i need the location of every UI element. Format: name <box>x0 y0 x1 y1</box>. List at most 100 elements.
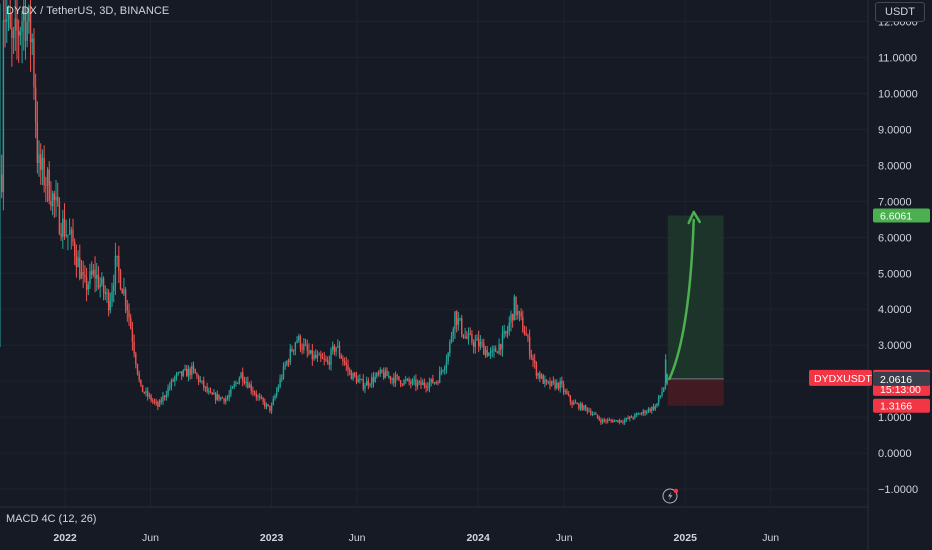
candle <box>581 402 583 411</box>
candle-body <box>659 395 662 397</box>
candle <box>466 331 468 340</box>
candle <box>598 415 600 422</box>
candle <box>518 310 521 322</box>
candle-body <box>420 381 422 386</box>
candle-body <box>219 397 222 400</box>
candle <box>267 404 269 407</box>
candle <box>194 368 196 374</box>
candle <box>275 387 278 399</box>
target-zone <box>667 215 724 379</box>
candle <box>377 370 380 377</box>
candle-body <box>369 384 371 386</box>
candle <box>21 10 23 64</box>
candle-body <box>651 406 653 412</box>
candle-body <box>595 413 597 415</box>
candle <box>299 334 302 353</box>
candle <box>2 0 5 211</box>
candle-body <box>153 401 156 403</box>
candle-body <box>403 380 405 385</box>
candle <box>618 418 621 425</box>
candle-body <box>252 390 254 393</box>
candle <box>182 369 185 378</box>
candle-body <box>235 382 237 385</box>
candle <box>345 356 347 372</box>
candle <box>99 277 101 298</box>
candle <box>233 380 235 389</box>
candle-body <box>347 364 349 370</box>
candle <box>421 379 424 386</box>
lightning-icon[interactable] <box>662 488 679 504</box>
candle-body <box>583 405 585 410</box>
candle <box>535 361 538 379</box>
y-axis[interactable]: −1.00000.00001.00002.00003.00004.00005.0… <box>878 17 918 496</box>
candle <box>167 384 169 398</box>
x-axis[interactable]: 2022 Jun 2023 Jun 2024 Jun 2025 Jun <box>53 532 779 544</box>
candle <box>60 222 62 241</box>
candle-body <box>87 284 89 290</box>
candle <box>550 380 553 387</box>
price-tag: 6.6061 <box>873 208 930 223</box>
candle <box>343 357 346 366</box>
candle <box>601 418 604 425</box>
candle <box>296 336 298 344</box>
candle-body <box>501 333 504 350</box>
candle <box>635 412 638 418</box>
candle-body <box>640 413 643 415</box>
candle <box>9 0 11 30</box>
candle <box>600 417 602 425</box>
candle-body <box>503 331 505 334</box>
candle <box>177 371 179 376</box>
candle-body <box>405 379 407 381</box>
candle-body <box>557 382 560 389</box>
candle-body <box>281 377 283 379</box>
candle <box>323 351 325 366</box>
price-tag-box <box>873 371 930 386</box>
candle <box>574 399 577 404</box>
y-tick-label: 5.0000 <box>878 268 912 280</box>
candle-body <box>155 401 157 403</box>
candle-body <box>591 413 594 415</box>
candle <box>174 375 176 387</box>
candle-body <box>586 407 589 412</box>
currency-button[interactable]: USDT <box>875 2 925 22</box>
long-position-tool[interactable] <box>667 215 724 406</box>
symbol-title: DYDX / TetherUS, 3D, BINANCE <box>6 5 170 17</box>
candle <box>118 245 120 284</box>
candle-body <box>236 382 239 384</box>
candle-body <box>162 396 164 402</box>
candle <box>236 382 239 384</box>
y-tick-label: 3.0000 <box>878 340 912 352</box>
candle <box>163 394 166 401</box>
candle-body <box>401 384 404 386</box>
candle-body <box>269 405 271 412</box>
candle <box>29 0 32 72</box>
candle-body <box>421 382 424 386</box>
candle-body <box>325 359 327 361</box>
candle <box>627 415 629 420</box>
candle <box>211 392 213 395</box>
candle-body <box>177 372 179 374</box>
candle <box>216 390 218 401</box>
candle <box>354 371 356 378</box>
candle-body <box>21 20 23 32</box>
candle-body <box>513 296 516 321</box>
candle <box>77 250 79 268</box>
candle <box>97 266 100 290</box>
candle <box>437 380 439 386</box>
price-tag-box <box>873 208 930 223</box>
candle <box>48 161 50 205</box>
candle <box>45 176 47 202</box>
candle <box>19 26 22 46</box>
candle-body <box>540 375 543 379</box>
candle <box>63 203 66 240</box>
candle <box>284 361 286 371</box>
x-tick-label: Jun <box>349 532 366 544</box>
candle-body <box>41 157 44 170</box>
candle-body <box>411 380 414 384</box>
candle <box>651 406 653 414</box>
candle <box>405 375 407 384</box>
candle-body <box>496 351 499 354</box>
candle <box>114 242 117 295</box>
candle <box>552 376 555 385</box>
